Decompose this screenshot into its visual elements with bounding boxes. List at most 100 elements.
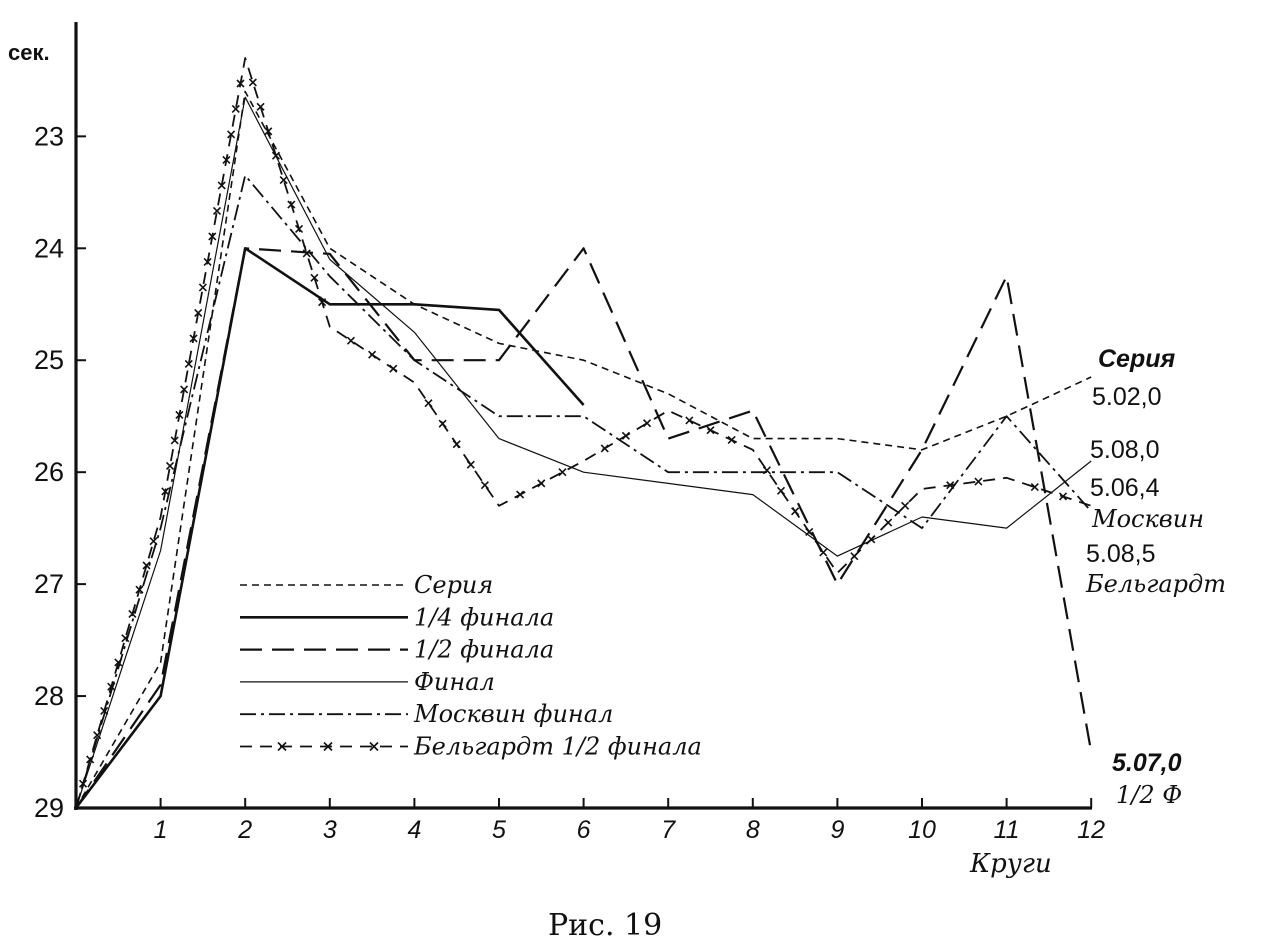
legend: Серия 1/4 финала 1/2 финала Финал Москвин фи… (240, 571, 702, 761)
y-axis-ticks: 23 24 25 26 27 28 29 (34, 121, 86, 823)
x-tick-label: 7 (661, 816, 676, 844)
x-marker (203, 257, 212, 267)
x-axis-ticks: 1 2 3 4 5 6 7 8 9 10 11 12 (154, 798, 1105, 844)
x-marker (135, 585, 144, 594)
x-marker (231, 104, 240, 114)
x-marker (294, 224, 304, 234)
annotation-moskvin-time: 5.06,4 (1090, 474, 1160, 502)
legend-item: Москвин финал (240, 700, 613, 728)
series-layer (74, 57, 1093, 809)
legend-label: Финал (414, 668, 495, 696)
y-tick-label: 23 (34, 121, 64, 151)
x-marker (198, 283, 207, 292)
legend-label: 1/2 финала (414, 636, 554, 664)
x-marker (776, 486, 786, 495)
series-line (75, 174, 1092, 809)
x-marker (114, 658, 123, 667)
x-tick-label: 9 (830, 816, 844, 844)
x-marker (149, 537, 158, 546)
x-marker (424, 399, 433, 408)
x-marker (819, 548, 828, 557)
x-marker (901, 501, 910, 510)
x-marker (248, 78, 257, 87)
annotation-belgardt-label: Бельгардт (1085, 570, 1226, 598)
axes (74, 22, 1092, 810)
legend-label: Москвин финал (413, 700, 613, 728)
x-tick-label: 3 (323, 816, 337, 844)
x-marker (264, 127, 273, 136)
x-marker (600, 444, 609, 453)
legend-label: Серия (414, 571, 493, 599)
legend-x-marker (369, 741, 379, 752)
x-tick-label: 8 (746, 816, 760, 844)
x-marker (368, 350, 377, 359)
x-marker (287, 200, 296, 209)
x-marker (389, 364, 398, 373)
x-marker (142, 561, 151, 570)
legend-x-marker (277, 741, 287, 752)
x-marker (850, 552, 859, 561)
x-marker (805, 527, 814, 536)
x-tick-label: 1 (154, 816, 168, 844)
series-3 (75, 247, 1093, 809)
annotation-series-time: 5.02,0 (1092, 383, 1162, 411)
annotation-belgardt-time: 5.08,5 (1086, 540, 1156, 568)
x-tick-label: 5 (492, 816, 506, 844)
x-marker (194, 308, 203, 318)
x-marker (466, 460, 475, 469)
annotation-moskvin-label: Москвин (1091, 505, 1204, 533)
x-tick-label: 10 (908, 816, 936, 844)
annotation-final-time: 5.08,0 (1090, 436, 1160, 464)
annotation-semifinal-time: 5.07,0 (1112, 749, 1182, 777)
x-marker (256, 102, 265, 111)
annotation-series-label: Серия (1098, 345, 1176, 373)
x-marker (175, 410, 184, 420)
x-marker (78, 779, 88, 788)
x-marker (727, 435, 736, 445)
x-marker (222, 155, 231, 165)
x-marker (107, 682, 116, 691)
x-marker (685, 416, 694, 425)
end-annotations: Серия 5.02,0 5.08,0 5.06,4 Москвин 5.08,… (1085, 345, 1226, 809)
legend-item: 1/2 финала (240, 636, 554, 664)
x-marker (480, 481, 489, 490)
x-marker (180, 385, 189, 394)
annotation-semifinal-label: 1/2 Ф (1116, 781, 1182, 809)
series-line (74, 247, 585, 809)
x-marker (867, 535, 876, 544)
y-tick-label: 29 (34, 793, 64, 823)
x-tick-label: 4 (407, 816, 421, 844)
y-tick-label: 27 (34, 569, 64, 599)
legend-label: Бельгардт 1/2 финала (413, 733, 702, 761)
series-line (75, 57, 1092, 809)
x-marker (1030, 483, 1039, 492)
x-marker (100, 706, 109, 716)
x-marker (318, 298, 327, 307)
x-marker (208, 232, 217, 241)
series-1 (75, 90, 1092, 809)
x-marker (170, 436, 179, 445)
x-marker (706, 426, 715, 435)
x-marker (621, 431, 630, 440)
x-marker (946, 481, 955, 490)
x-marker (86, 755, 95, 764)
legend-item: 1/4 финала (240, 603, 554, 631)
x-marker (516, 490, 525, 499)
x-axis-title: Круги (969, 849, 1052, 879)
x-marker (438, 419, 447, 428)
series-line (75, 247, 1093, 809)
x-marker (974, 477, 983, 486)
x-marker (227, 130, 236, 139)
series-5 (75, 174, 1092, 809)
x-tick-label: 12 (1077, 816, 1105, 844)
legend-item: Финал (240, 668, 495, 696)
x-marker (558, 468, 567, 477)
series-line (75, 90, 1092, 809)
series-line (75, 96, 1092, 809)
x-marker (217, 181, 226, 190)
legend-label: 1/4 финала (414, 603, 554, 631)
x-marker (791, 507, 800, 516)
series-6 (75, 57, 1092, 809)
x-marker (642, 419, 652, 428)
x-marker (1058, 492, 1068, 501)
